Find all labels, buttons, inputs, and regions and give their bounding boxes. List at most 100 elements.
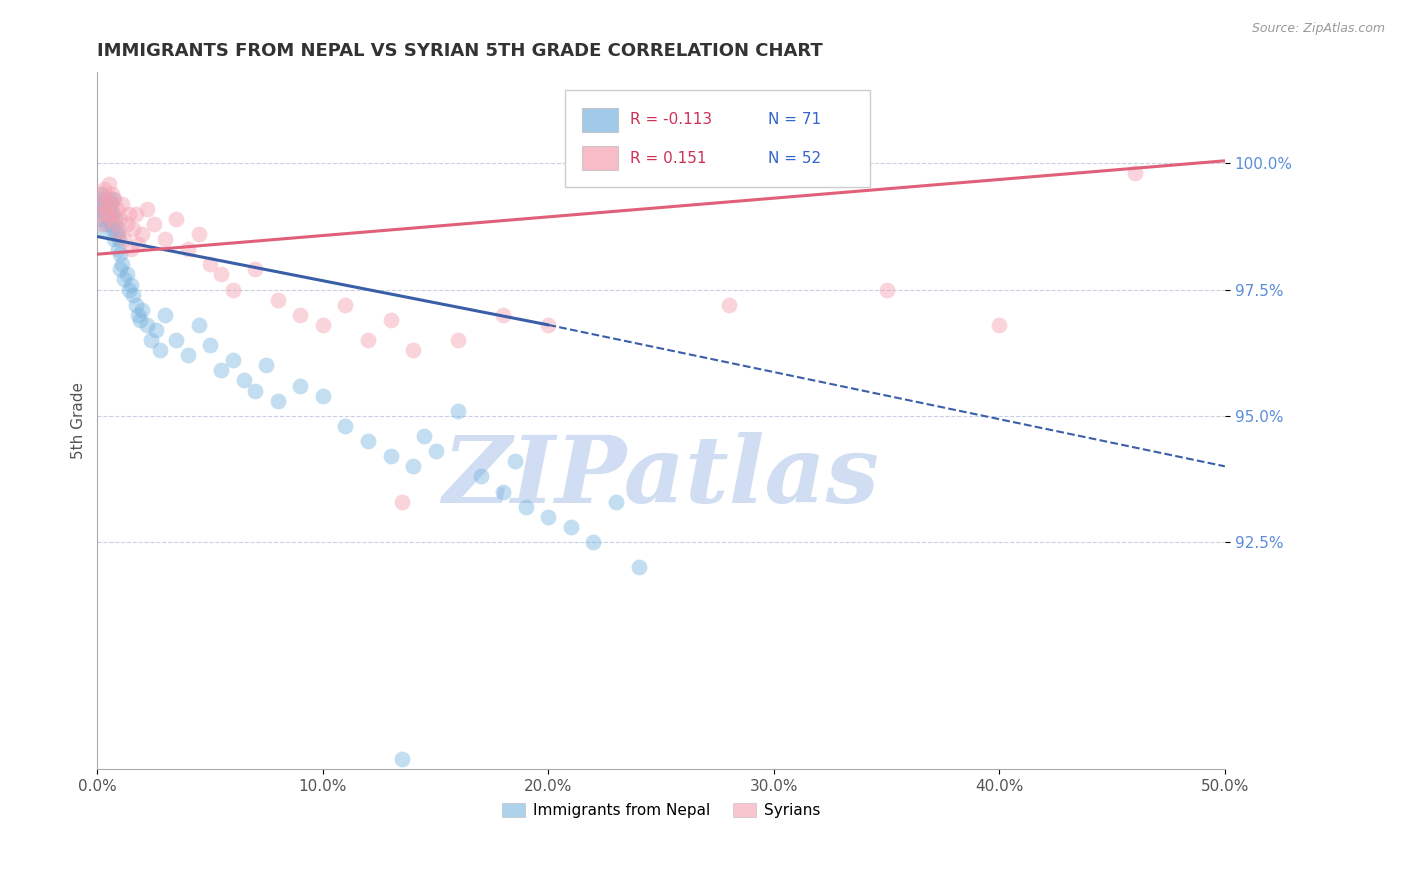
Point — [107, 227, 129, 241]
Point — [127, 237, 149, 252]
Point — [627, 560, 650, 574]
Point — [122, 222, 145, 236]
Point — [93, 222, 115, 236]
Point — [198, 257, 221, 271]
Point — [515, 500, 537, 514]
Point — [209, 268, 232, 282]
Point — [111, 196, 134, 211]
Point — [141, 333, 163, 347]
Point — [107, 242, 129, 256]
Point — [256, 359, 278, 373]
Point — [101, 222, 124, 236]
Point — [101, 207, 124, 221]
Point — [245, 384, 267, 398]
Point — [125, 298, 148, 312]
Point — [245, 262, 267, 277]
Point — [122, 287, 145, 301]
Point — [90, 211, 112, 226]
Point — [96, 207, 118, 221]
Point — [221, 353, 243, 368]
Point — [97, 211, 120, 226]
Point — [93, 207, 115, 221]
Point — [187, 318, 209, 332]
Point — [103, 232, 125, 246]
Point — [100, 211, 122, 226]
Point — [425, 444, 447, 458]
Point — [537, 318, 560, 332]
Point — [145, 323, 167, 337]
Point — [176, 242, 198, 256]
Point — [96, 196, 118, 211]
Point — [290, 308, 312, 322]
Point — [221, 283, 243, 297]
Point — [503, 454, 526, 468]
Point — [118, 283, 141, 297]
Point — [1123, 166, 1146, 180]
Point — [90, 186, 112, 201]
Point — [108, 262, 131, 277]
Point — [357, 434, 380, 448]
Point — [605, 494, 627, 508]
Legend: Immigrants from Nepal, Syrians: Immigrants from Nepal, Syrians — [496, 797, 827, 824]
Text: ZIPatlas: ZIPatlas — [443, 432, 880, 522]
Point — [537, 509, 560, 524]
Point — [290, 378, 312, 392]
Point — [142, 217, 165, 231]
Point — [153, 232, 176, 246]
Point — [112, 232, 135, 246]
Y-axis label: 5th Grade: 5th Grade — [72, 383, 86, 459]
Point — [413, 429, 436, 443]
Point — [90, 196, 112, 211]
Point — [165, 211, 187, 226]
Point — [118, 207, 141, 221]
FancyBboxPatch shape — [565, 90, 870, 187]
Point — [312, 318, 335, 332]
Point — [108, 247, 131, 261]
Point — [96, 207, 118, 221]
Point — [108, 211, 131, 226]
Point — [198, 338, 221, 352]
Point — [582, 535, 605, 549]
Point — [357, 333, 380, 347]
Point — [125, 207, 148, 221]
Point — [560, 520, 582, 534]
Point — [101, 192, 124, 206]
Point — [90, 186, 112, 201]
Text: R = -0.113: R = -0.113 — [630, 112, 711, 128]
Point — [380, 449, 402, 463]
Point — [447, 403, 470, 417]
Point — [98, 202, 121, 216]
Point — [91, 192, 114, 206]
Point — [335, 298, 357, 312]
Point — [380, 313, 402, 327]
Point — [120, 242, 142, 256]
Point — [131, 227, 153, 241]
Point — [107, 232, 129, 246]
Text: Source: ZipAtlas.com: Source: ZipAtlas.com — [1251, 22, 1385, 36]
Point — [101, 186, 124, 201]
Point — [232, 374, 254, 388]
Point — [93, 181, 115, 195]
Point — [136, 202, 159, 216]
Point — [136, 318, 159, 332]
Point — [107, 222, 129, 236]
Point — [101, 207, 124, 221]
Point — [115, 217, 138, 231]
Point — [120, 277, 142, 292]
Point — [165, 333, 187, 347]
Point — [96, 192, 118, 206]
FancyBboxPatch shape — [582, 146, 619, 170]
Point — [104, 211, 127, 226]
Point — [492, 484, 515, 499]
Text: N = 71: N = 71 — [768, 112, 821, 128]
Point — [94, 202, 117, 216]
Text: R = 0.151: R = 0.151 — [630, 151, 706, 166]
Point — [187, 227, 209, 241]
Point — [876, 283, 898, 297]
Point — [988, 318, 1011, 332]
Point — [105, 202, 128, 216]
Point — [335, 418, 357, 433]
Point — [91, 217, 114, 231]
Point — [267, 293, 290, 307]
Point — [94, 202, 117, 216]
